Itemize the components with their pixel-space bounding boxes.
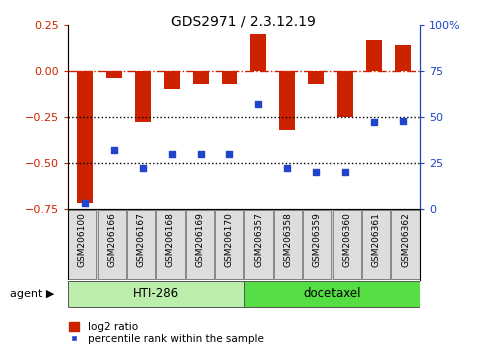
Bar — [279, 71, 295, 130]
Point — [110, 147, 118, 153]
Bar — [366, 40, 382, 71]
Bar — [337, 71, 353, 117]
Bar — [250, 34, 266, 71]
Bar — [391, 210, 420, 279]
Text: HTI-286: HTI-286 — [133, 287, 179, 300]
Bar — [106, 71, 122, 78]
Bar — [77, 71, 93, 203]
Text: GDS2971 / 2.3.12.19: GDS2971 / 2.3.12.19 — [171, 14, 316, 28]
Bar — [193, 71, 209, 84]
Bar — [215, 210, 243, 279]
Bar — [244, 210, 273, 279]
Text: GSM206357: GSM206357 — [254, 212, 263, 267]
Point — [370, 120, 378, 125]
Bar — [127, 210, 155, 279]
Point — [399, 118, 407, 123]
Text: agent ▶: agent ▶ — [10, 289, 54, 299]
Bar — [395, 45, 411, 71]
Point — [341, 169, 349, 175]
Text: GSM206100: GSM206100 — [78, 212, 87, 267]
Text: docetaxel: docetaxel — [303, 287, 361, 300]
Point — [139, 166, 147, 171]
Bar — [98, 210, 126, 279]
Bar — [308, 71, 324, 84]
Point — [168, 151, 175, 156]
Bar — [186, 210, 214, 279]
Text: GSM206358: GSM206358 — [284, 212, 293, 267]
Point — [81, 200, 89, 206]
Text: GSM206359: GSM206359 — [313, 212, 322, 267]
Text: GSM206167: GSM206167 — [137, 212, 145, 267]
Bar — [303, 210, 331, 279]
Bar — [164, 71, 180, 89]
Bar — [244, 281, 420, 307]
Legend: log2 ratio, percentile rank within the sample: log2 ratio, percentile rank within the s… — [68, 321, 265, 345]
Text: GSM206361: GSM206361 — [371, 212, 381, 267]
Bar — [333, 210, 361, 279]
Point — [313, 169, 320, 175]
Bar — [68, 210, 97, 279]
Point — [284, 166, 291, 171]
Point — [255, 101, 262, 107]
Text: GSM206170: GSM206170 — [225, 212, 234, 267]
Text: GSM206169: GSM206169 — [195, 212, 204, 267]
Text: GSM206166: GSM206166 — [107, 212, 116, 267]
Bar — [135, 71, 151, 122]
Bar — [362, 210, 390, 279]
Bar — [274, 210, 302, 279]
Bar — [156, 210, 185, 279]
Text: GSM206360: GSM206360 — [342, 212, 351, 267]
Text: GSM206168: GSM206168 — [166, 212, 175, 267]
Text: GSM206362: GSM206362 — [401, 212, 410, 267]
Point — [197, 151, 204, 156]
Bar — [222, 71, 238, 84]
Point — [226, 151, 233, 156]
Bar — [68, 281, 243, 307]
